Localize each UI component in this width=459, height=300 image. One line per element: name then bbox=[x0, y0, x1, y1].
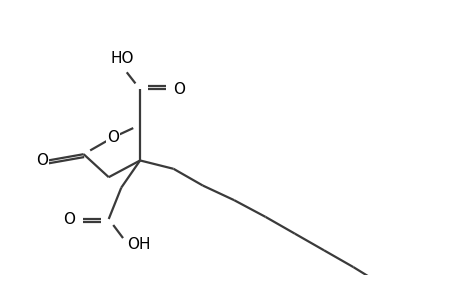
Text: OH: OH bbox=[127, 237, 151, 252]
Text: O: O bbox=[63, 212, 75, 226]
Text: HO: HO bbox=[110, 51, 134, 66]
Text: O: O bbox=[106, 130, 118, 145]
Text: O: O bbox=[36, 153, 48, 168]
Text: O: O bbox=[173, 82, 185, 97]
